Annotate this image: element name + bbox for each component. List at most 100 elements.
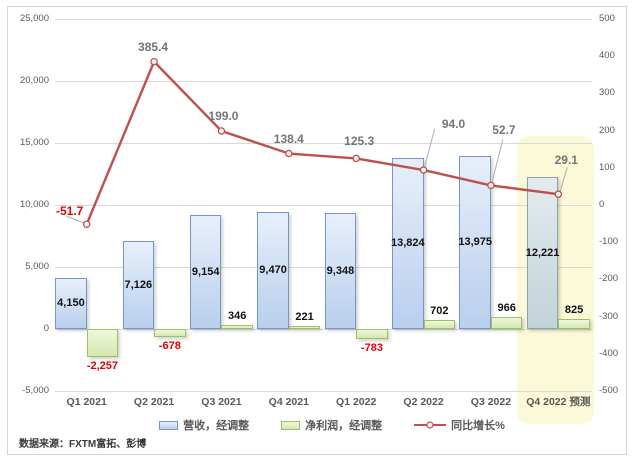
growth-value-label: 29.1 [554,153,578,168]
right-axis-tick-label: -500 [599,385,619,396]
x-axis-category-label: Q3 2022 [470,396,512,408]
growth-value-label: 138.4 [273,131,304,146]
growth-value-label: 125.3 [344,134,375,149]
profit-bar [86,329,119,357]
right-axis-tick-label: -200 [599,273,619,285]
data-point-marker-icon [554,190,563,198]
data-point-marker-icon [487,181,495,190]
revenue-swatch-icon [159,420,179,430]
legend-label-growth: 同比增长% [451,420,505,432]
label-leader-line [559,167,568,192]
growth-value-label: 52.7 [492,123,516,138]
revenue-value-label: 4,150 [57,297,85,310]
x-axis-category-label: Q1 2021 [66,396,107,408]
x-axis-category-label: Q3 2021 [201,396,242,408]
left-axis-tick-label: -5,000 [22,385,49,396]
revenue-bar [324,213,357,329]
left-axis-tick-label: 0 [43,323,49,334]
gridline [55,328,592,330]
revenue-bar [257,211,289,329]
profit-bar [288,326,321,329]
profit-bar [490,317,523,329]
profit-value-label: 346 [228,309,247,322]
legend-item-revenue: 营收，经调整 [159,417,249,433]
gridline [55,204,592,206]
left-axis-tick-label: 10,000 [19,199,49,210]
right-axis-tick-label: -100 [599,236,619,248]
data-point-marker-icon [217,127,226,135]
revenue-value-label: 13,824 [390,237,425,250]
label-leader-line [491,139,504,183]
legend-item-profit: 净利润，经调整 [281,417,382,433]
revenue-bar [122,240,155,329]
profit-value-label: 825 [564,303,584,316]
left-axis-tick-label: 5,000 [25,261,49,272]
profit-bar [356,329,388,339]
x-axis-category-label: Q4 2021 [268,396,309,408]
chart-legend: 营收，经调整 净利润，经调整 同比增长% [22,417,635,433]
right-axis-tick-label: 0 [599,199,605,210]
right-axis-tick-label: 400 [599,50,615,62]
data-point-marker-icon [82,220,91,228]
right-axis-tick-label: 300 [599,87,615,99]
source-note: 数据来源：FXTM富拓、彭博 [19,439,147,450]
legend-label-revenue: 营收，经调整 [183,420,250,432]
x-axis-category-label: Q1 2022 [336,396,377,408]
profit-value-label: -783 [360,341,383,354]
revenue-value-label: 9,470 [259,264,287,277]
left-axis-tick-label: 25,000 [19,13,49,24]
profit-value-label: -2,257 [86,359,119,372]
revenue-bar [189,215,222,329]
chart-frame: 25,000 20,000 15,000 10,000 5,000 0 -5,000 500 4… [7,6,627,455]
revenue-value-label: 9,348 [326,265,355,278]
left-axis-tick-label: 15,000 [19,137,49,148]
data-point-marker-icon [150,57,158,66]
x-axis-category-label: Q2 2021 [133,396,175,408]
legend-item-growth: 同比增长% [414,417,505,433]
revenue-value-label: 12,221 [525,247,560,260]
x-axis-category-label: Q2 2022 [403,396,444,408]
data-point-marker-icon [352,154,360,163]
label-leader-line [66,215,85,224]
gridline [55,266,592,268]
label-leader-line [424,128,436,168]
line-marker-swatch-icon [414,421,447,429]
legend-label-profit: 净利润，经调整 [305,420,383,432]
right-axis-tick-label: -400 [599,347,619,359]
gridline [55,18,592,20]
plot-area: 25,000 20,000 15,000 10,000 5,000 0 -5,000 500 4… [20,13,618,424]
profit-value-label: 702 [430,305,449,318]
growth-line-series [66,57,568,228]
right-axis-tick-label: -300 [599,310,619,322]
right-axis-tick-label: 500 [599,13,615,24]
data-point-marker-icon [419,166,428,174]
growth-line-path [85,60,559,225]
growth-value-label: -51.7 [56,204,84,219]
profit-bar [558,318,590,329]
revenue-bar [526,177,559,329]
revenue-bar [55,277,87,329]
profit-value-label: 966 [497,302,516,315]
growth-value-label: 94.0 [441,117,466,132]
profit-value-label: 221 [295,311,314,324]
revenue-value-label: 9,154 [191,266,220,279]
left-axis-tick-label: 20,000 [19,75,49,86]
data-point-marker-icon [285,149,293,158]
profit-bar [154,329,186,338]
revenue-bar [392,157,424,329]
growth-value-label: 199.0 [208,108,239,123]
right-axis-tick-label: 100 [599,161,615,173]
x-axis-category-label: Q4 2022 预测 [526,396,591,408]
profit-swatch-icon [281,420,301,430]
gridline [55,80,592,82]
gridline [55,142,592,144]
gridline [55,390,592,392]
revenue-value-label: 13,975 [458,236,493,249]
profit-value-label: -678 [158,340,181,353]
right-axis-tick-label: 200 [599,124,615,136]
growth-value-label: 385.4 [138,39,169,54]
revenue-value-label: 7,126 [124,278,153,291]
profit-bar [423,320,456,329]
profit-bar [221,324,253,329]
